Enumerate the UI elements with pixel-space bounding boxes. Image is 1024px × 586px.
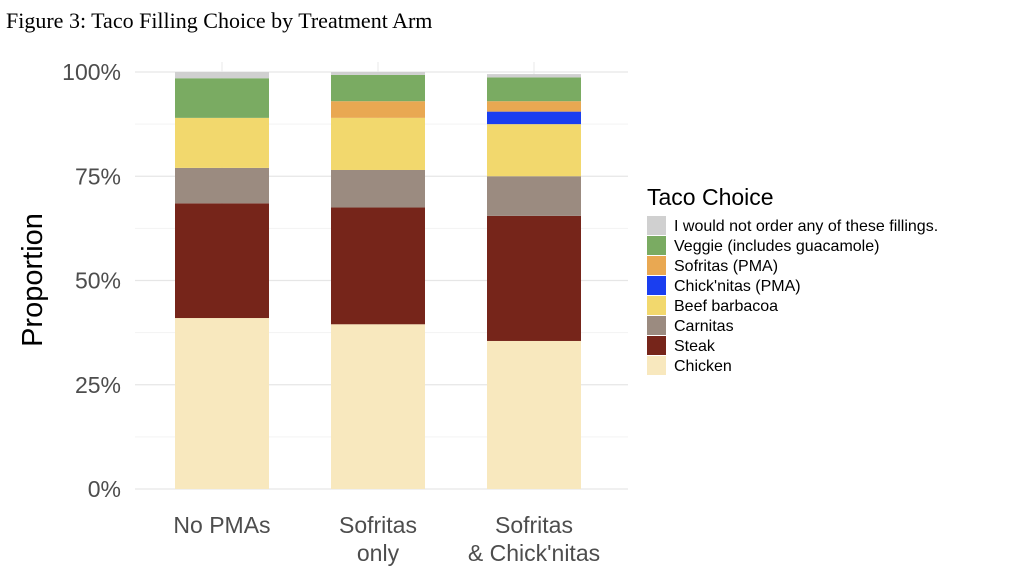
bar-segment	[175, 318, 269, 489]
y-tick-label: 0%	[88, 476, 121, 502]
bar-segment	[331, 169, 425, 208]
bar-segment	[487, 77, 581, 102]
legend-swatch	[647, 256, 666, 275]
legend: Taco Choice I would not order any of thes…	[647, 184, 938, 375]
bar-segment	[331, 324, 425, 489]
bar-segment	[487, 74, 581, 78]
bar-segment	[487, 124, 581, 177]
bar-segment	[487, 101, 581, 112]
figure-title: Figure 3: Taco Filling Choice by Treatme…	[6, 8, 433, 33]
legend-label: Veggie (includes guacamole)	[674, 238, 879, 255]
legend-swatch	[647, 276, 666, 295]
legend-title: Taco Choice	[647, 184, 774, 210]
x-tick-label: only	[357, 540, 400, 566]
bar-segment	[487, 215, 581, 341]
y-tick-labels: 0% 25% 50% 75% 100%	[62, 59, 121, 502]
bar-segment	[175, 117, 269, 168]
legend-label: Sofritas (PMA)	[674, 258, 778, 275]
x-tick-label: Sofritas	[339, 512, 417, 538]
y-tick-label: 50%	[75, 268, 121, 294]
bar-segment	[487, 176, 581, 216]
legend-label: Beef barbacoa	[674, 298, 778, 315]
legend-label: Steak	[674, 338, 716, 355]
legend-swatch	[647, 316, 666, 335]
legend-swatch	[647, 236, 666, 255]
bar-segment	[175, 78, 269, 118]
y-tick-label: 100%	[62, 59, 121, 85]
legend-label: Carnitas	[674, 318, 734, 335]
legend-swatch	[647, 296, 666, 315]
bar-segment	[487, 340, 581, 489]
x-tick-label: No PMAs	[173, 512, 270, 538]
x-tick-label: Sofritas	[495, 512, 573, 538]
bar-segment	[331, 207, 425, 325]
bar-segment	[331, 101, 425, 118]
legend-swatch	[647, 216, 666, 235]
bar-segment	[331, 72, 425, 75]
legend-label: Chick'nitas (PMA)	[674, 278, 801, 295]
x-tick-label: & Chick'nitas	[468, 540, 600, 566]
legend-label: I would not order any of these fillings.	[674, 218, 938, 235]
bar-segment	[175, 72, 269, 79]
bars-layer	[175, 72, 581, 489]
y-axis-title: Proportion	[17, 213, 49, 347]
bar-segment	[487, 111, 581, 125]
legend-label: Chicken	[674, 358, 732, 375]
legend-swatch	[647, 356, 666, 375]
bar-segment	[175, 203, 269, 319]
y-tick-label: 25%	[75, 372, 121, 398]
bar-segment	[175, 167, 269, 204]
y-tick-label: 75%	[75, 163, 121, 189]
bar-segment	[331, 117, 425, 170]
bar-segment	[331, 74, 425, 102]
legend-swatch	[647, 336, 666, 355]
